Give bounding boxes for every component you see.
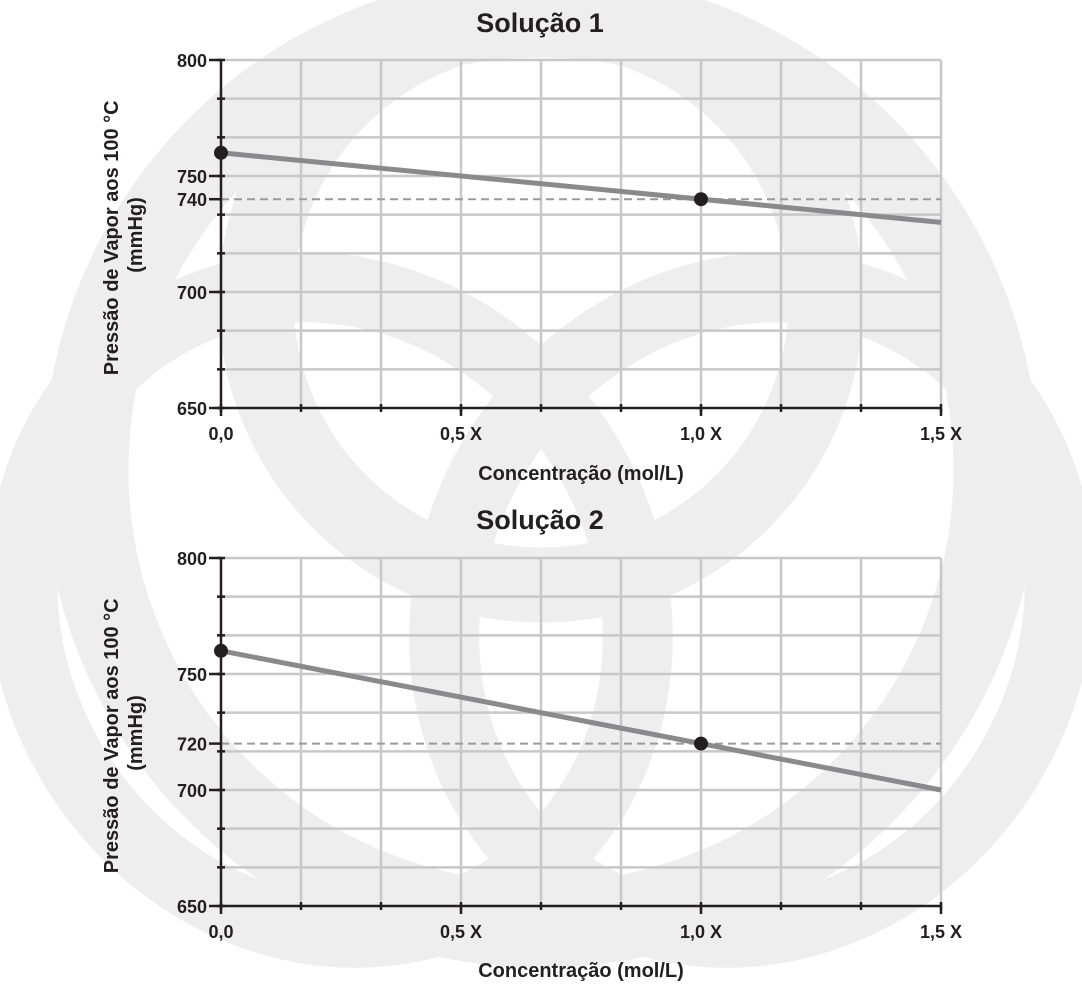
axes	[209, 556, 943, 914]
data-point	[694, 736, 708, 751]
y-tick-label: 750	[177, 665, 207, 685]
y-tick-label: 800	[177, 549, 207, 569]
x-tick-label: 0,5 X	[440, 922, 482, 942]
chart-title: Solução 1	[476, 8, 604, 38]
points-layer	[214, 145, 708, 207]
x-tick-label: 0,5 X	[440, 424, 482, 444]
x-axis-label: Concentração (mol/L)	[478, 463, 684, 485]
chart-solucao-1: Solução 1 650 700 740 750 800 0,0 0,5 X 1,0 X 1,…	[101, 8, 962, 485]
y-axis-label-line-2: (mmHg)	[125, 695, 147, 771]
tick-labels: 650 700 740 750 800 0,0 0,5 X 1,0 X 1,5 X	[177, 51, 962, 444]
y-axis-label: Pressão de Vapor aos 100 °C (mmHg)	[101, 95, 147, 375]
data-point	[214, 643, 228, 658]
y-tick-label: 800	[177, 51, 207, 71]
y-tick-label: 650	[177, 399, 207, 419]
y-axis-label: Pressão de Vapor aos 100 °C (mmHg)	[101, 593, 147, 873]
grid	[221, 58, 943, 408]
y-axis-label-line-1: Pressão de Vapor aos 100 °C	[101, 100, 123, 375]
y-axis-label-line-2: (mmHg)	[125, 197, 147, 273]
y-tick-label: 740	[177, 190, 207, 210]
chart-title: Solução 2	[476, 505, 604, 535]
data-point	[214, 145, 228, 160]
data-point	[694, 192, 708, 207]
series-line	[220, 648, 942, 793]
x-tick-label: 1,5 X	[920, 922, 962, 942]
y-tick-label: 700	[177, 781, 207, 801]
y-tick-label: 650	[177, 897, 207, 917]
y-tick-label: 750	[177, 167, 207, 187]
series-layer	[220, 150, 942, 225]
series-layer	[220, 648, 942, 793]
tick-labels: 650 700 720 750 800 0,0 0,5 X 1,0 X 1,5 X	[177, 549, 962, 942]
x-tick-label: 1,0 X	[680, 424, 722, 444]
y-tick-label: 720	[177, 735, 207, 755]
axes	[209, 58, 943, 416]
x-tick-label: 0,0	[208, 922, 233, 942]
x-tick-label: 1,5 X	[920, 424, 962, 444]
y-axis-label-line-1: Pressão de Vapor aos 100 °C	[101, 598, 123, 873]
x-axis-label: Concentração (mol/L)	[478, 960, 684, 982]
x-tick-label: 1,0 X	[680, 922, 722, 942]
grid	[221, 556, 943, 906]
series-line	[220, 150, 942, 225]
x-tick-label: 0,0	[208, 424, 233, 444]
y-tick-label: 700	[177, 283, 207, 303]
chart-solucao-2: Solução 2 650 700 720 750 800 0,0 0,5 X 1,0 X 1,…	[101, 505, 962, 982]
points-layer	[214, 643, 708, 751]
